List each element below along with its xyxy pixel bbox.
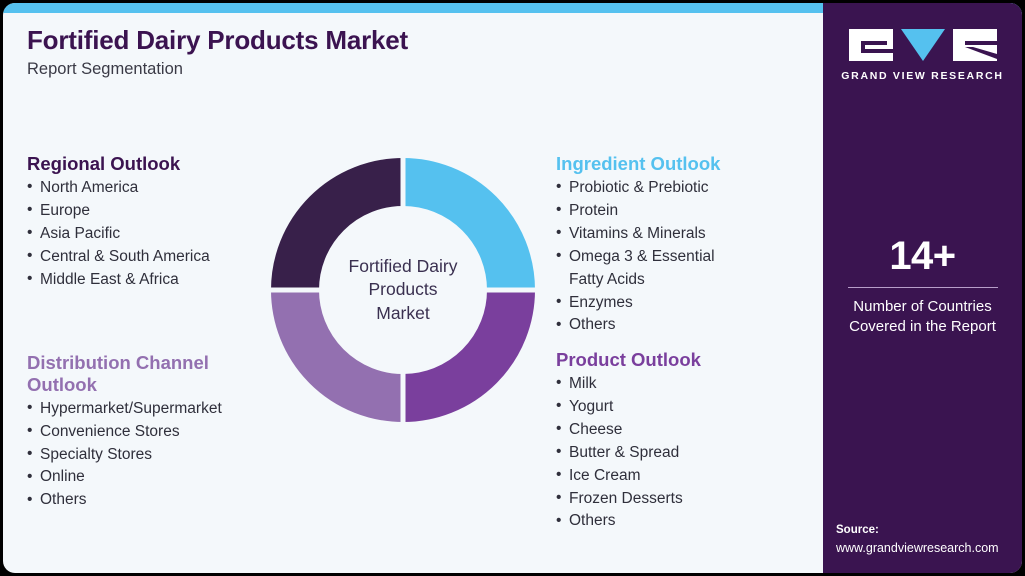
list-item: Others: [556, 510, 806, 533]
donut-chart-svg: [269, 156, 537, 424]
list-item: Cheese: [556, 418, 806, 442]
list-item: Central & South America: [27, 245, 277, 269]
donut-center-line-3: Market: [376, 302, 430, 323]
list-item: Hypermarket/Supermarket: [27, 397, 292, 421]
segment-list-distribution-channel: Hypermarket/Supermarket Convenience Stor…: [27, 397, 292, 513]
list-item: North America: [27, 176, 277, 200]
list-item: Convenience Stores: [27, 420, 292, 444]
segment-block-ingredient: Ingredient Outlook Probiotic & Prebiotic…: [556, 153, 806, 337]
list-item: Probiotic & Prebiotic: [556, 176, 806, 200]
list-item: Enzymes: [556, 291, 806, 315]
list-item: Middle East & Africa: [27, 268, 277, 292]
segment-heading-ingredient: Ingredient Outlook: [556, 153, 721, 174]
list-item: Omega 3 & Essential: [556, 245, 806, 269]
stat-divider: [847, 287, 998, 288]
donut-segment-regional: [271, 158, 404, 291]
donut-center-line-2: Products: [368, 279, 438, 300]
segment-heading-line-2: Outlook: [27, 373, 97, 395]
list-item: Frozen Desserts: [556, 487, 806, 511]
donut-chart: Fortified Dairy Products Market: [261, 148, 545, 432]
donut-segment-product: [402, 289, 535, 422]
stat-label: Number of Countries Covered in the Repor…: [823, 297, 1022, 338]
list-item: Ice Cream: [556, 464, 806, 488]
segment-heading-regional: Regional Outlook: [27, 153, 181, 174]
list-item: Yogurt: [556, 395, 806, 419]
list-item: Others: [27, 489, 292, 512]
stat-block: 14+ Number of Countries Covered in the R…: [823, 235, 1022, 338]
stat-value: 14+: [889, 234, 956, 278]
donut-center-label: Fortified Dairy Products Market: [261, 148, 545, 432]
segment-list-ingredient: Probiotic & Prebiotic Protein Vitamins &…: [556, 176, 806, 338]
segment-block-product: Product Outlook Milk Yogurt Cheese Butte…: [556, 349, 806, 533]
donut-segment-ingredient: [402, 158, 535, 291]
segment-heading-distribution-channel: Distribution Channel Outlook: [27, 352, 292, 396]
page-title: Fortified Dairy Products Market: [27, 25, 408, 55]
list-item: Others: [556, 314, 806, 337]
list-item: Europe: [27, 199, 277, 223]
segment-heading-product: Product Outlook: [556, 349, 701, 370]
list-item: Vitamins & Minerals: [556, 222, 806, 246]
segment-list-product: Milk Yogurt Cheese Butter & Spread Ice C…: [556, 372, 806, 534]
brand-logo[interactable]: GRAND VIEW RESEARCH: [823, 27, 1022, 82]
stat-label-line-1: Number of Countries: [853, 298, 992, 315]
segment-block-distribution-channel: Distribution Channel Outlook Hypermarket…: [27, 352, 292, 512]
source-title: Source:: [836, 524, 879, 537]
top-accent-bar: [3, 3, 1022, 13]
list-item: Asia Pacific: [27, 222, 277, 246]
brand-wordmark: GRAND VIEW RESEARCH: [841, 70, 1004, 82]
header: Fortified Dairy Products Market Report S…: [27, 25, 727, 80]
segment-list-regional: North America Europe Asia Pacific Centra…: [27, 176, 277, 292]
source-url[interactable]: www.grandviewresearch.com: [836, 540, 999, 555]
segment-heading-line-1: Distribution Channel: [27, 352, 209, 373]
side-panel: GRAND VIEW RESEARCH 14+ Number of Countr…: [823, 3, 1022, 573]
source-block: Source: www.grandviewresearch.com: [836, 522, 1022, 557]
list-item: Milk: [556, 372, 806, 396]
list-item: Protein: [556, 199, 806, 223]
gvr-logo-icon: [848, 29, 997, 61]
donut-segment-distribution-channel: [271, 289, 404, 422]
segment-block-regional: Regional Outlook North America Europe As…: [27, 153, 277, 292]
stat-label-line-2: Covered in the Report: [849, 318, 996, 336]
page-subtitle: Report Segmentation: [27, 60, 183, 79]
list-item-continuation: Fatty Acids: [569, 270, 645, 288]
donut-center-line-1: Fortified Dairy: [348, 256, 458, 277]
list-item: Butter & Spread: [556, 441, 806, 465]
list-item: Online: [27, 466, 292, 489]
list-item: Specialty Stores: [27, 443, 292, 467]
